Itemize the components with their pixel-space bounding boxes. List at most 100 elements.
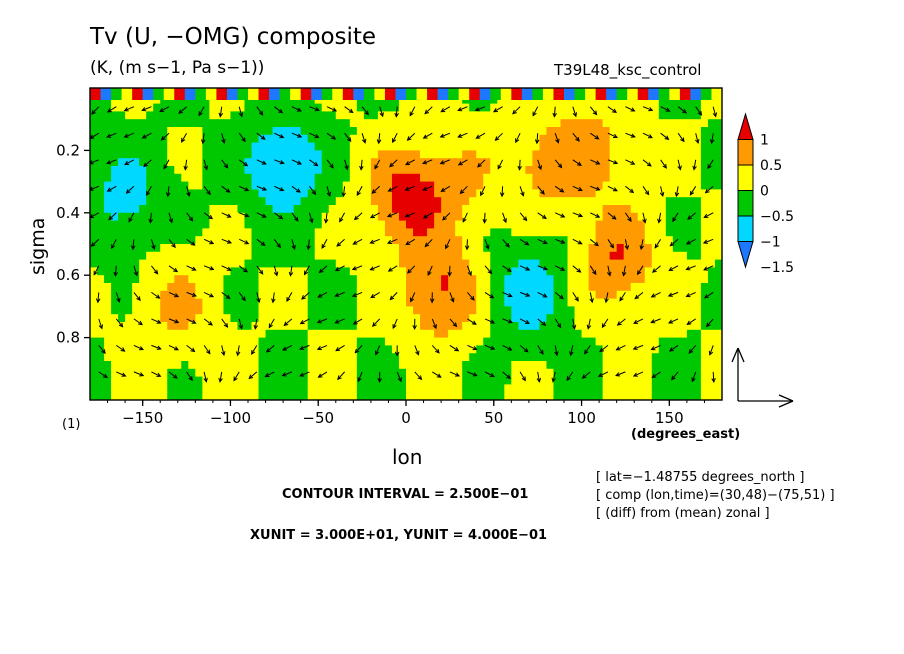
field-cell — [448, 329, 456, 339]
field-cell — [532, 173, 541, 183]
field-cell — [497, 329, 505, 339]
wind-vector — [406, 132, 416, 141]
wind-vector — [115, 318, 124, 328]
field-cell — [504, 119, 512, 128]
wind-vector — [106, 159, 117, 165]
field-cell — [602, 189, 611, 198]
field-cell — [125, 392, 133, 400]
field-cell — [391, 150, 400, 159]
field-cell — [342, 337, 351, 346]
field-cell — [427, 329, 435, 339]
field-cell — [118, 103, 126, 112]
field-cell — [679, 236, 688, 245]
field-cell — [321, 127, 330, 136]
field-cell — [118, 142, 126, 151]
field-cell — [462, 181, 470, 190]
field-cell — [237, 298, 246, 307]
field-cell — [384, 150, 393, 159]
field-cell — [321, 173, 330, 183]
field-cell — [279, 197, 288, 206]
field-cell — [434, 173, 442, 183]
field-cell — [679, 244, 688, 253]
field-cell — [237, 353, 246, 362]
field-cell — [342, 267, 351, 276]
field-cell — [588, 353, 597, 362]
field-cell — [714, 142, 722, 151]
field-cell — [314, 166, 323, 175]
wind-vector — [615, 371, 626, 377]
field-cell — [420, 337, 428, 346]
field-cell — [518, 361, 526, 370]
field-cell — [455, 197, 463, 206]
top-band-cell — [669, 88, 681, 100]
field-cell — [398, 275, 407, 284]
top-band-cell — [564, 88, 576, 100]
wind-vector — [462, 212, 468, 223]
field-cell — [153, 283, 161, 292]
field-cell — [441, 290, 449, 300]
field-cell — [595, 384, 604, 393]
field-cell — [307, 283, 316, 292]
field-cell — [237, 142, 246, 151]
field-cell — [272, 353, 281, 362]
field-cell — [321, 150, 330, 159]
field-cell — [132, 376, 140, 385]
field-cell — [265, 298, 274, 307]
wind-vector — [168, 265, 179, 273]
wind-vector — [551, 371, 556, 383]
field-cell — [363, 251, 372, 261]
field-cell — [700, 361, 709, 370]
field-cell — [349, 228, 358, 237]
wind-vector — [422, 212, 433, 219]
field-cell — [370, 283, 379, 292]
field-cell — [672, 173, 681, 183]
field-cell — [132, 329, 140, 339]
field-cell — [384, 189, 393, 198]
field-cell — [167, 166, 175, 175]
field-cell — [539, 306, 548, 315]
field-cell — [588, 142, 597, 151]
field-cell — [237, 392, 246, 400]
field-cell — [567, 267, 576, 276]
field-cell — [244, 337, 253, 346]
field-cell — [448, 205, 456, 214]
top-band-cell — [627, 88, 639, 100]
field-cell — [637, 173, 646, 183]
field-cell — [630, 103, 639, 112]
field-cell — [230, 142, 239, 151]
field-cell — [490, 134, 498, 144]
wind-vector — [334, 318, 345, 324]
field-cell — [623, 259, 632, 268]
field-cell — [595, 166, 604, 175]
field-cell — [469, 236, 477, 245]
field-cell — [700, 103, 709, 112]
wind-vector — [572, 159, 582, 167]
field-cell — [420, 127, 428, 136]
field-cell — [574, 329, 583, 339]
field-cell — [174, 150, 182, 159]
field-cell — [111, 189, 119, 198]
field-cell — [434, 329, 442, 339]
field-cell — [314, 111, 323, 120]
field-cell — [111, 376, 119, 385]
field-cell — [595, 368, 604, 378]
field-cell — [307, 166, 316, 175]
field-cell — [441, 228, 449, 237]
field-cell — [574, 251, 583, 261]
field-cell — [146, 353, 154, 362]
field-cell — [413, 337, 421, 346]
field-cell — [679, 275, 688, 284]
field-cell — [574, 142, 583, 151]
wind-vector — [106, 106, 117, 113]
field-cell — [700, 368, 709, 378]
field-cell — [679, 251, 688, 261]
field-cell — [714, 337, 722, 346]
field-cell — [377, 298, 386, 307]
field-cell — [413, 212, 421, 222]
field-cell — [230, 361, 239, 370]
field-cell — [125, 329, 133, 339]
field-cell — [237, 314, 246, 323]
wind-vector — [281, 371, 293, 377]
field-cell — [398, 322, 407, 331]
field-cell — [616, 314, 625, 323]
